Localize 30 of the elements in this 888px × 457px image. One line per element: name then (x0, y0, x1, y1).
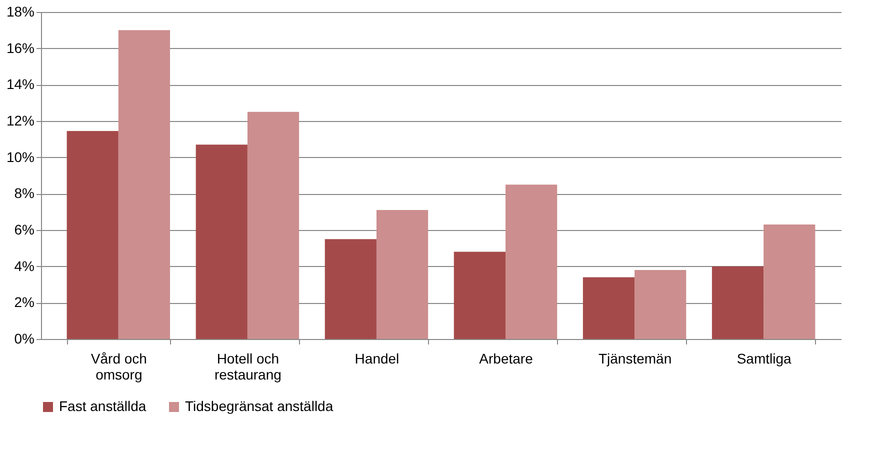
x-tick-label: Samtliga (736, 350, 792, 366)
bar (118, 30, 170, 339)
bar (634, 270, 686, 339)
x-tick-label: Tjänstemän (598, 350, 672, 366)
x-tick-label: Handel (354, 350, 400, 366)
x-tick-label: Hotell och restaurang (214, 350, 282, 382)
y-tick-label: 6% (14, 222, 34, 238)
y-tick-label: 4% (14, 258, 34, 274)
bar (506, 184, 558, 339)
y-tick-label: 16% (6, 40, 34, 56)
bar (247, 112, 300, 339)
y-tick-label: 0% (14, 330, 34, 346)
bar (764, 224, 816, 339)
bar (324, 239, 376, 339)
bar (454, 252, 506, 339)
x-tick-label: Arbetare (479, 350, 534, 366)
legend-label: Tidsbegränsat anställda (185, 398, 334, 414)
bar (66, 130, 118, 339)
y-tick-label: 14% (6, 76, 34, 92)
bar (196, 144, 248, 339)
bar (712, 266, 764, 339)
x-tick-label: Vård och omsorg (90, 350, 147, 382)
y-tick-label: 10% (6, 148, 34, 165)
bar (376, 210, 428, 339)
y-tick-label: 18% (6, 4, 34, 20)
y-tick-label: 8% (14, 185, 34, 202)
y-tick-label: 12% (6, 112, 34, 128)
bar (582, 277, 635, 339)
y-tick-label: 2% (14, 294, 34, 310)
legend-label: Fast anställda (59, 398, 146, 414)
